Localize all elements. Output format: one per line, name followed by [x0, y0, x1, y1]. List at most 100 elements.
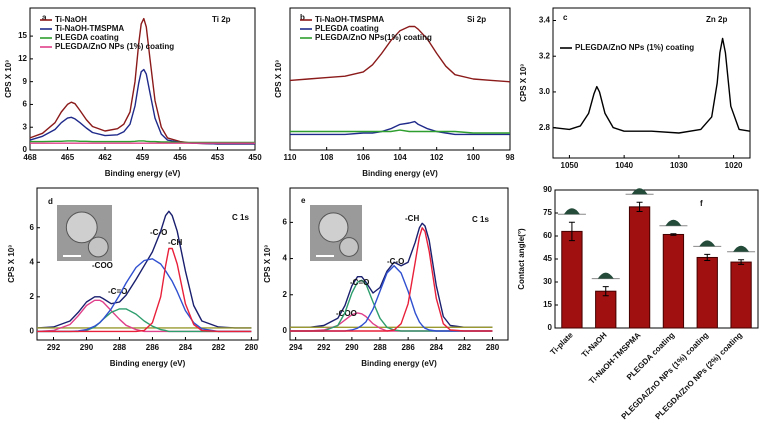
peak-label: -C-O — [150, 228, 167, 237]
x-tick-label: 280 — [245, 343, 259, 352]
peak-label: -C=O — [350, 278, 369, 287]
y-tick-label: 12 — [18, 54, 27, 63]
series-line — [290, 227, 493, 332]
x-tick-label: 468 — [23, 153, 37, 162]
y-axis-label: CPS X 10³ — [4, 60, 13, 98]
x-tick-label: 288 — [113, 343, 127, 352]
x-axis-label: Binding energy (eV) — [361, 359, 437, 368]
x-tick-label: 106 — [357, 153, 371, 162]
y-tick-label: 3.2 — [539, 51, 551, 60]
legend-label: PLEGDA/ZnO NPs (1%) coating — [575, 43, 694, 52]
y-axis-label: CPS X 10³ — [263, 245, 272, 283]
panel-label: b — [300, 13, 305, 22]
y-tick-label: 4 — [283, 254, 288, 263]
y-tick-label: 15 — [18, 31, 27, 40]
x-tick-label: 284 — [179, 343, 193, 352]
x-tick-label: 110 — [284, 153, 297, 162]
y-tick-label: 4 — [30, 257, 35, 266]
x-tick-label: 284 — [430, 343, 444, 352]
bar — [696, 256, 718, 329]
inset-particle — [318, 212, 349, 243]
series-line — [290, 265, 493, 332]
x-tick-label: 290 — [345, 343, 359, 352]
bar — [628, 206, 651, 329]
x-tick-label: 294 — [289, 343, 303, 352]
y-tick-label: 6 — [23, 100, 28, 109]
plot-frame — [552, 7, 751, 159]
y-tick-label: 0 — [23, 145, 28, 154]
annotation: Ti 2p — [212, 15, 231, 24]
annotation: Zn 2p — [706, 15, 727, 24]
series-line — [290, 120, 510, 136]
series-line — [290, 279, 493, 332]
y-tick-label: 2 — [30, 292, 35, 301]
bar — [595, 290, 617, 329]
x-tick-label: 462 — [98, 153, 112, 162]
y-axis-label: CPS X 10³ — [274, 60, 283, 98]
droplet — [665, 219, 682, 226]
error-bar — [704, 253, 711, 262]
y-tick-label: 9 — [23, 77, 28, 86]
x-tick-label: Ti-NaOH — [580, 330, 609, 359]
y-tick-label: 3.0 — [539, 87, 551, 96]
plot-frame — [289, 187, 509, 341]
droplet — [699, 240, 716, 247]
series-line — [37, 308, 252, 333]
x-tick-label: 292 — [317, 343, 331, 352]
x-tick-label: 288 — [373, 343, 387, 352]
x-tick-label: 98 — [506, 153, 515, 162]
y-axis-label: CPS X 10³ — [519, 64, 528, 102]
x-tick-label: 465 — [61, 153, 75, 162]
y-tick-label: 2 — [283, 290, 288, 299]
legend-label: PLEGDA/ZnO NPs (1%) coating — [55, 42, 174, 51]
inset-particle — [65, 211, 98, 244]
x-tick-label: 456 — [173, 153, 187, 162]
y-tick-label: 0 — [548, 323, 553, 332]
error-bar — [568, 221, 575, 242]
x-tick-label: 104 — [393, 153, 407, 162]
series-line — [30, 140, 255, 144]
annotation: Si 2p — [467, 15, 486, 24]
legend-label: Ti-NaOH — [55, 15, 87, 24]
x-tick-label: 453 — [211, 153, 225, 162]
peak-label: -C-O — [387, 257, 404, 266]
series-line — [289, 25, 511, 83]
inset-particle — [87, 236, 109, 258]
series-line — [29, 17, 255, 145]
x-tick-label: 290 — [80, 343, 94, 352]
legend-label: Ti-NaOH-TMSPMA — [315, 15, 384, 24]
droplet — [631, 188, 648, 195]
y-tick-label: 0 — [30, 326, 35, 335]
error-bar — [670, 233, 677, 236]
annotation: C 1s — [472, 215, 489, 224]
x-tick-label: 100 — [467, 153, 481, 162]
peak-label: -COO — [92, 261, 113, 270]
bar — [662, 233, 685, 329]
legend-label: PLEGDA/ZnO NPs(1%) coating — [315, 33, 432, 42]
series-line — [29, 68, 255, 145]
y-tick-label: 45 — [543, 254, 552, 263]
series-line — [36, 210, 252, 329]
y-axis-label: CPS X 10³ — [7, 245, 16, 283]
x-tick-label: 1050 — [561, 161, 579, 170]
series-line — [290, 222, 493, 328]
bar — [561, 230, 583, 329]
droplet — [597, 272, 614, 279]
y-tick-label: 30 — [543, 277, 552, 286]
x-tick-label: 1030 — [670, 161, 688, 170]
y-tick-label: 90 — [543, 185, 552, 194]
x-tick-label: 280 — [486, 343, 500, 352]
annotation: C 1s — [232, 213, 249, 222]
plot-frame — [36, 187, 259, 341]
panel-label: d — [48, 197, 53, 206]
panel-label: e — [301, 196, 306, 205]
y-tick-label: 0 — [283, 326, 288, 335]
panel-label: f — [700, 199, 703, 208]
y-tick-label: 3 — [23, 122, 28, 131]
x-tick-label: Ti-plate — [548, 330, 575, 357]
x-tick-label: 1040 — [615, 161, 633, 170]
error-bar — [738, 259, 745, 265]
x-tick-label: 292 — [47, 343, 61, 352]
error-bar — [636, 201, 643, 212]
error-bar — [602, 286, 609, 297]
